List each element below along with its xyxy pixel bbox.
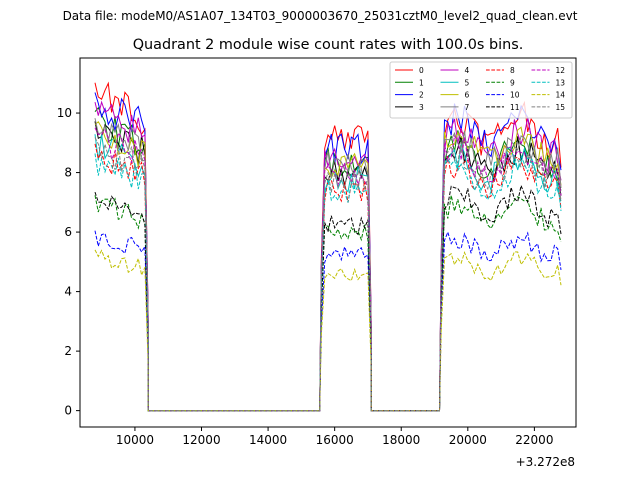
legend-label-3: 3 [419, 103, 424, 112]
legend-box [389, 61, 573, 119]
x-tick-label: 20000 [449, 433, 487, 447]
y-tick-label: 4 [64, 285, 72, 299]
legend-label-11: 11 [510, 103, 520, 112]
x-offset-label: +3.272e8 [516, 455, 575, 469]
x-tick-label: 12000 [182, 433, 220, 447]
x-tick-label: 18000 [382, 433, 420, 447]
y-axis: 0 2 4 6 8 10 [57, 106, 80, 418]
legend-label-5: 5 [465, 78, 470, 87]
legend-label-1: 1 [419, 78, 424, 87]
series-line-15 [94, 137, 562, 412]
x-tick-label: 22000 [515, 433, 553, 447]
plot-frame [79, 57, 577, 428]
y-tick-label: 6 [64, 225, 72, 239]
legend-label-9: 9 [510, 78, 515, 87]
chart-title: Quadrant 2 module wise count rates with … [133, 37, 524, 53]
x-tick-label: 16000 [316, 433, 354, 447]
y-tick-label: 2 [64, 344, 72, 358]
legend-label-14: 14 [556, 91, 566, 100]
legend-label-12: 12 [556, 66, 566, 75]
legend-label-6: 6 [465, 91, 470, 100]
legend-label-8: 8 [510, 66, 515, 75]
x-tick-label: 10000 [116, 433, 154, 447]
x-tick-label: 14000 [249, 433, 287, 447]
y-tick-label: 10 [57, 106, 72, 120]
series-line-14 [94, 249, 562, 412]
legend-label-4: 4 [465, 66, 470, 75]
figure-suptitle: Data file: modeM0/AS1A07_134T03_90000036… [63, 9, 578, 23]
legend-label-10: 10 [510, 91, 520, 100]
y-tick-label: 0 [64, 404, 72, 418]
legend-label-13: 13 [556, 78, 566, 87]
x-axis: 10000 12000 14000 16000 18000 20000 22000 [116, 427, 553, 447]
legend-label-2: 2 [419, 91, 424, 100]
legend-label-0: 0 [419, 66, 424, 75]
y-tick-label: 8 [64, 166, 72, 180]
legend-label-15: 15 [556, 103, 566, 112]
series-layer [94, 81, 562, 412]
legend-label-7: 7 [465, 103, 470, 112]
